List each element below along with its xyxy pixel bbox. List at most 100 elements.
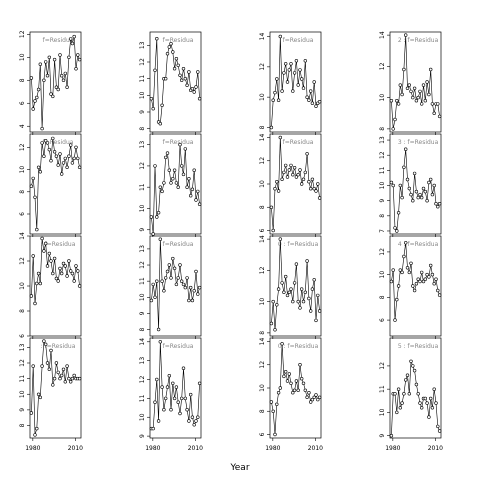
y-tick-label: 12 [139, 261, 146, 269]
data-point [300, 77, 304, 81]
data-point [303, 59, 307, 63]
data-point [38, 170, 42, 174]
data-point [409, 359, 413, 363]
data-point [38, 62, 42, 66]
data-point [298, 168, 302, 172]
data-point [33, 99, 37, 103]
data-point [197, 285, 202, 290]
panel-label: f=Residua [283, 37, 314, 44]
data-point [45, 264, 50, 268]
data-point [436, 205, 440, 209]
data-point [33, 433, 37, 437]
data-point [77, 376, 82, 381]
data-point [76, 269, 80, 273]
data-point [430, 406, 435, 410]
data-point [40, 141, 44, 145]
y-tick-label: 10 [19, 53, 26, 61]
data-point [68, 269, 73, 273]
data-point [409, 261, 413, 265]
series-line [31, 340, 80, 435]
y-tick-label: 13 [139, 141, 146, 149]
data-point [51, 136, 55, 141]
y-tick-label: 10 [139, 204, 146, 212]
y-tick-label: 8 [19, 309, 26, 313]
y-tick-label: 10 [19, 282, 26, 290]
data-point [149, 96, 154, 101]
y-tick-label: 12 [259, 361, 266, 369]
series-line [271, 137, 320, 231]
data-point [414, 282, 419, 286]
data-point [412, 288, 417, 293]
data-point [416, 277, 420, 281]
data-point [156, 211, 161, 215]
data-point [189, 392, 193, 397]
data-point [276, 391, 281, 395]
panel-frame [29, 31, 82, 133]
data-point [317, 196, 322, 200]
data-point [77, 57, 82, 62]
y-tick-label: 9 [19, 408, 26, 412]
data-point [197, 381, 202, 385]
x-tick-label: 2010 [428, 445, 443, 452]
data-point [291, 89, 295, 93]
data-point [402, 165, 406, 170]
data-point [58, 53, 62, 57]
data-point [421, 83, 426, 87]
data-point [72, 156, 76, 161]
data-point [158, 121, 163, 126]
data-point [396, 102, 401, 106]
data-point [180, 164, 184, 168]
data-point [398, 183, 402, 188]
data-point [291, 391, 295, 395]
data-point [414, 382, 419, 387]
data-point [172, 168, 177, 172]
data-point [58, 376, 62, 381]
data-point [307, 296, 311, 301]
data-point [432, 111, 436, 116]
data-point [197, 96, 202, 101]
data-point [393, 226, 397, 230]
data-point [273, 432, 277, 437]
y-tick-label: 14 [139, 338, 146, 346]
data-point [278, 386, 282, 390]
data-point [151, 426, 155, 431]
data-point [178, 411, 182, 416]
data-point [296, 173, 300, 177]
data-point [285, 80, 290, 84]
data-point [49, 92, 53, 96]
data-point [164, 276, 168, 280]
data-point [402, 254, 406, 259]
data-point [414, 98, 419, 103]
data-point [393, 318, 397, 322]
data-point [190, 86, 195, 91]
data-point [40, 126, 44, 131]
y-tick-label: 14 [259, 337, 266, 345]
data-point [42, 154, 46, 158]
data-point [56, 163, 60, 167]
data-point [65, 85, 69, 89]
y-tick-label: 10 [379, 94, 386, 102]
data-point [31, 107, 35, 111]
panel: : f=Residua 6 8 10 12 14 [19, 232, 82, 339]
data-point [74, 145, 78, 150]
data-point [289, 163, 293, 168]
data-point [414, 189, 419, 194]
panel: f=Residua 4 6 8 10 12 [19, 30, 82, 135]
data-point [187, 177, 191, 181]
y-tick-label: 10 [19, 390, 26, 398]
data-point [289, 287, 293, 291]
data-point [395, 410, 399, 415]
data-point [418, 401, 422, 405]
data-point [165, 269, 170, 274]
data-point [309, 187, 313, 191]
data-point [43, 60, 48, 64]
data-point [76, 53, 80, 57]
data-point [178, 263, 182, 267]
data-point [400, 92, 404, 97]
data-point [427, 92, 431, 97]
data-point [149, 215, 154, 219]
y-tick-label: 13 [139, 245, 146, 253]
data-point [400, 195, 404, 200]
data-point [167, 45, 172, 49]
data-point [151, 106, 155, 111]
